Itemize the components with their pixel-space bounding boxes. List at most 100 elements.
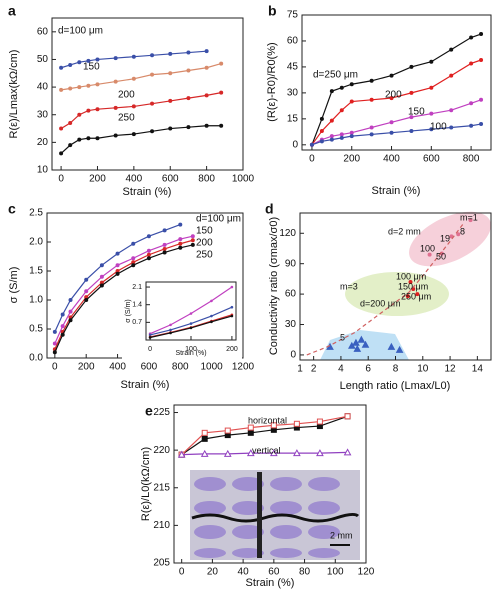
marker (113, 79, 118, 84)
marker (429, 59, 434, 64)
marker (316, 418, 323, 425)
marker (479, 32, 484, 37)
marker (68, 86, 73, 91)
marker (246, 449, 255, 457)
y-tick-label: 220 (153, 445, 170, 456)
y-tick-label: 30 (285, 319, 297, 330)
y-tick-label: 30 (287, 88, 299, 99)
y-tick-label: 0.5 (29, 324, 43, 335)
y-tick-label: 40 (37, 82, 49, 93)
x-tick-label: 0 (309, 154, 315, 165)
marker (190, 238, 195, 243)
marker (329, 134, 334, 139)
marker (427, 252, 432, 257)
marker (150, 129, 155, 134)
x-tick-label: 600 (141, 362, 158, 373)
panel-label: c (8, 201, 16, 217)
marker (146, 248, 151, 253)
x-tick-label: 20 (207, 567, 219, 578)
marker (230, 305, 234, 309)
marker (146, 256, 151, 261)
series-label: 150 (196, 226, 213, 237)
marker (319, 128, 324, 133)
marker (150, 53, 155, 58)
x-tick-label: 400 (126, 174, 143, 185)
marker (178, 222, 183, 227)
x-tick-label: 400 (383, 154, 400, 165)
marker (349, 99, 354, 104)
y-tick-label: 60 (37, 26, 49, 37)
marker (52, 341, 57, 346)
marker (339, 135, 344, 140)
x-tick-label: 1200 (232, 362, 255, 373)
x-tick-label: 1000 (232, 174, 255, 185)
y-tick-label: 0 (290, 350, 296, 361)
marker (210, 299, 213, 303)
marker (200, 449, 209, 457)
marker (169, 323, 172, 327)
marker (349, 134, 354, 139)
marker (319, 139, 324, 144)
marker (59, 65, 64, 70)
marker (86, 58, 91, 63)
marker (339, 132, 344, 137)
marker (95, 107, 100, 112)
marker (349, 82, 354, 87)
marker (201, 435, 208, 442)
annotation: m=1 (460, 212, 478, 222)
marker (190, 242, 195, 247)
marker (479, 122, 484, 127)
marker (479, 58, 484, 62)
marker (68, 309, 73, 314)
x-tick-label: 200 (78, 362, 95, 373)
marker (95, 57, 100, 62)
marker (247, 429, 254, 436)
plot-frame (51, 17, 244, 171)
marker (449, 73, 454, 78)
marker (52, 329, 57, 334)
marker (219, 90, 224, 95)
marker (131, 256, 136, 261)
marker (77, 60, 82, 65)
marker (411, 287, 416, 292)
marker (339, 85, 344, 90)
series-line (311, 59, 482, 146)
chart-panel: 0 200 400 600 800 1000 12000.00.51.01.52.02.5d… (8, 201, 255, 391)
marker (204, 65, 209, 70)
series-label: 200 (118, 90, 135, 101)
marker (469, 101, 474, 106)
marker (84, 277, 89, 282)
marker (60, 324, 65, 329)
panel-label: b (268, 3, 277, 19)
marker (449, 125, 454, 130)
marker (131, 263, 136, 268)
marker (186, 50, 191, 55)
marker (131, 132, 136, 137)
x-axis-label: Length ratio (Lmax/L0) (340, 380, 451, 392)
marker (99, 263, 104, 268)
marker (60, 332, 65, 337)
y-tick-label: 10 (37, 165, 49, 176)
x-tick-label: 6 (365, 364, 371, 375)
marker (293, 449, 301, 457)
marker (168, 71, 173, 76)
series-label: d=100 μm (196, 214, 241, 225)
marker (162, 242, 167, 247)
x-tick-label: 2 (311, 364, 317, 375)
marker (131, 104, 136, 109)
marker (409, 128, 414, 133)
marker (405, 294, 410, 299)
marker (115, 271, 120, 276)
x-axis-label: Strain (%) (372, 185, 421, 197)
x-tick-label: 800 (463, 154, 480, 165)
marker (148, 336, 152, 339)
marker (219, 123, 224, 128)
marker (429, 85, 434, 90)
marker (353, 344, 362, 352)
y-tick-label: 60 (287, 36, 299, 47)
marker (319, 116, 324, 121)
series-line (181, 415, 348, 456)
series-line (60, 125, 222, 154)
marker (343, 448, 352, 456)
y-axis-label: σ (S/m) (125, 299, 132, 322)
